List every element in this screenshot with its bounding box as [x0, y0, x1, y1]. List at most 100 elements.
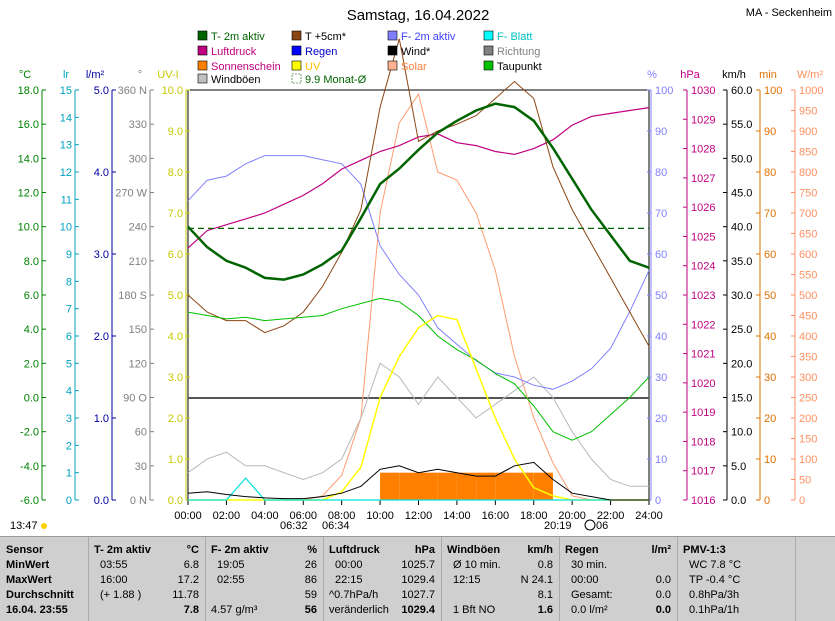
- pressure-tick-label: 1024: [691, 261, 715, 273]
- humidity-tick-label: 40: [655, 331, 667, 343]
- solar-tick-label: 850: [799, 147, 817, 159]
- solar-tick-label: 650: [799, 229, 817, 241]
- wind-column: Windböen km/h Ø 10 min. 0.8 12:15 N 24.1 8.…: [441, 537, 560, 621]
- pressure-tick-label: 1030: [691, 85, 715, 97]
- time-tick-label: 24:00: [635, 510, 663, 522]
- leaf-tick-label: 14: [60, 112, 72, 124]
- uv-tick-label: 5.0: [168, 290, 183, 302]
- uv-tick-label: 8.0: [168, 167, 183, 179]
- sunmin-tick-label: 90: [764, 126, 776, 138]
- time-tick-label: 12:00: [405, 510, 433, 522]
- pressure-tick-label: 1019: [691, 407, 715, 419]
- solar-tick-label: 250: [799, 393, 817, 405]
- temp-tick-label: 4.0: [24, 324, 39, 336]
- humidity-line: [187, 155, 650, 390]
- wind-avg-label: Ø 10 min.: [453, 559, 501, 571]
- leaf-tick-label: 10: [60, 222, 72, 234]
- temp-tick-label: -4.0: [20, 461, 39, 473]
- leaf-tick-label: 1: [66, 468, 72, 480]
- solar-tick-label: 200: [799, 413, 817, 425]
- pressure-tick-label: 1023: [691, 290, 715, 302]
- direction-tick-label: 240: [129, 222, 147, 234]
- pressure-current-value: 1029.4: [401, 604, 435, 616]
- time-tick-label: 04:00: [251, 510, 279, 522]
- direction-tick-label: 30: [135, 461, 147, 473]
- time-tick-label: 20:00: [558, 510, 586, 522]
- sunshine-bar: [456, 472, 477, 500]
- sunmin-tick-label: 30: [764, 372, 776, 384]
- rain-total-label: Gesamt:: [571, 589, 613, 601]
- moonset-time: 06: [596, 520, 608, 532]
- wind-mean-value: 8.1: [537, 589, 553, 601]
- pressure-max-value: 1029.4: [401, 574, 435, 586]
- pmv-header: PMV-1:3: [683, 544, 726, 556]
- wind-tick-label: 5.0: [731, 461, 746, 473]
- humidity-tick-label: 30: [655, 372, 667, 384]
- rain-tick-label: 1.0: [94, 413, 109, 425]
- legend-label: F- 2m aktiv: [401, 31, 456, 43]
- time-tick-label: 10:00: [366, 510, 394, 522]
- rain-period: 30 min.: [571, 559, 608, 571]
- uv-tick-label: 0.0: [168, 495, 183, 507]
- legend-swatch: [197, 73, 208, 84]
- uv-tick-label: 10.0: [162, 85, 183, 97]
- unit-label: W/m²: [797, 69, 824, 81]
- wind-line: [187, 461, 649, 501]
- legend-swatch: [483, 45, 494, 56]
- wind-tick-label: 30.0: [731, 290, 752, 302]
- legend-label: 9.9 Monat-Ø: [305, 74, 367, 86]
- humidity-header: F- 2m aktiv: [211, 544, 269, 556]
- solar-tick-label: 150: [799, 434, 817, 446]
- pressure-tick-label: 1025: [691, 231, 715, 243]
- legend-swatch: [483, 30, 494, 41]
- pressure-line: [187, 107, 650, 249]
- legend-swatch: [291, 45, 302, 56]
- rain-tick-label: 2.0: [94, 331, 109, 343]
- solar-tick-label: 500: [799, 290, 817, 302]
- sunmin-tick-label: 10: [764, 454, 776, 466]
- legend-label: Regen: [305, 46, 337, 58]
- pressure-min-value: 1025.7: [401, 559, 435, 571]
- sunmin-tick-label: 80: [764, 167, 776, 179]
- pressure-max-time: 22:15: [335, 574, 363, 586]
- solar-tick-label: 50: [799, 475, 811, 487]
- legend-label: Solar: [401, 61, 427, 73]
- time-tick-label: 14:00: [443, 510, 471, 522]
- humidity-column: F- 2m aktiv% 19:05 26 02:55 86 59 4.57 g/m…: [205, 537, 324, 621]
- leaf-tick-label: 7: [66, 304, 72, 316]
- sunmin-tick-label: 60: [764, 249, 776, 261]
- humidity-tick-label: 20: [655, 413, 667, 425]
- pressure-tick-label: 1029: [691, 114, 715, 126]
- pressure-tick-label: 1027: [691, 173, 715, 185]
- solar-tick-label: 950: [799, 106, 817, 118]
- pmv-windchill: WC 7.8 °C: [689, 559, 742, 571]
- leaf-tick-label: 11: [61, 194, 72, 206]
- time-tick-label: 06:00: [289, 510, 317, 522]
- legend-label: Wind*: [401, 46, 431, 58]
- sensor-header: Sensor: [6, 544, 44, 556]
- rain-tick-label: 5.0: [94, 85, 109, 97]
- moon-phase-icon: [584, 519, 596, 531]
- unit-label: UV-I: [157, 69, 178, 81]
- direction-tick-label: 330: [129, 119, 147, 131]
- wind-tick-label: 10.0: [731, 427, 752, 439]
- legend-swatch: [197, 30, 208, 41]
- leaf-tick-label: 4: [66, 386, 72, 398]
- solar-tick-label: 900: [799, 126, 817, 138]
- pressure-tick-label: 1021: [691, 349, 715, 361]
- direction-tick-label: 300: [129, 153, 147, 165]
- humidity-tick-label: 60: [655, 249, 667, 261]
- direction-tick-label: 60: [135, 427, 147, 439]
- rain-tick-label: 0.0: [94, 495, 109, 507]
- uv-tick-label: 7.0: [168, 208, 183, 220]
- unit-label: %: [647, 69, 657, 81]
- minwert-label: MinWert: [6, 559, 50, 571]
- temp-tick-label: -2.0: [20, 427, 39, 439]
- sunshine-bar: [476, 472, 496, 500]
- legend-swatch: [387, 45, 398, 56]
- sunmin-tick-label: 100: [764, 85, 782, 97]
- direction-tick-label: 120: [129, 358, 147, 370]
- temp-avg-value: 11.78: [172, 589, 199, 601]
- legend-swatch: [387, 60, 398, 71]
- sunmin-tick-label: 20: [764, 413, 776, 425]
